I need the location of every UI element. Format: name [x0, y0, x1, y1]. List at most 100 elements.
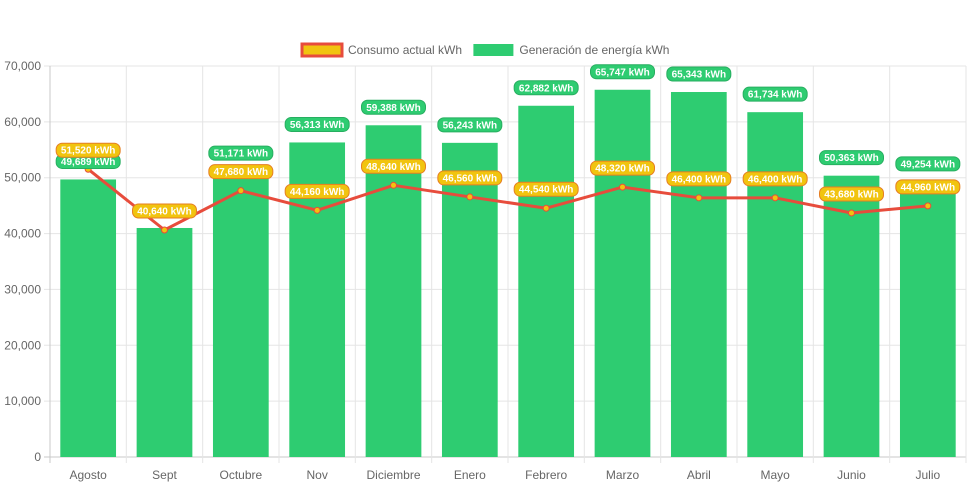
y-tick-label: 40,000 [4, 227, 41, 241]
bar-data-label: 62,882 kWh [513, 80, 579, 96]
line-point [848, 209, 855, 217]
line-point [390, 181, 397, 189]
bar-series [60, 89, 956, 458]
bar-data-label: 51,171 kWh [208, 145, 274, 161]
line-point [695, 194, 703, 202]
legend-item: Generación de energía kWh [473, 43, 669, 57]
bar-data-label: 56,243 kWh [437, 117, 503, 133]
y-tick-label: 10,000 [4, 394, 41, 408]
bar [747, 112, 804, 458]
bar [594, 89, 651, 457]
data-label-text: 46,400 kWh [672, 174, 726, 185]
x-tick-label: Agosto [69, 468, 107, 482]
data-label-text: 48,320 kWh [595, 164, 649, 175]
data-label-text: 44,540 kWh [519, 185, 573, 196]
data-label-box [742, 86, 808, 102]
legend-label: Generación de energía kWh [519, 43, 669, 57]
y-tick-label: 70,000 [4, 59, 41, 73]
data-label-box [361, 99, 426, 115]
data-label-box [819, 150, 884, 166]
data-label-box [590, 160, 655, 176]
data-label-text: 44,160 kWh [290, 187, 344, 198]
data-label-box [666, 171, 732, 187]
line-data-label: 47,680 kWh [208, 164, 274, 180]
consumption-line [87, 168, 928, 232]
bar-data-label: 56,313 kWh [284, 116, 350, 132]
line-point [619, 183, 626, 191]
legend-swatch-generation [473, 44, 514, 56]
data-label-box [437, 117, 503, 133]
data-label-text: 61,734 kWh [748, 90, 802, 101]
line-data-label: 44,960 kWh [895, 179, 961, 195]
data-label-text: 46,400 kWh [748, 174, 802, 185]
y-tick-label: 60,000 [4, 115, 41, 129]
data-label-box [819, 186, 884, 202]
data-label-box [666, 66, 732, 82]
data-label-text: 50,363 kWh [824, 153, 878, 164]
data-label-box [284, 183, 350, 199]
bar-data-label: 49,689 kWh [55, 153, 121, 169]
x-tick-label: Sept [152, 468, 177, 482]
legend: Consumo actual kWh Generación de energía … [300, 42, 669, 58]
x-tick-label: Junio [837, 468, 866, 482]
data-label-box [513, 181, 579, 197]
bar [136, 227, 193, 457]
y-tick-label: 20,000 [4, 338, 41, 352]
data-label-text: 51,171 kWh [214, 149, 268, 160]
line-data-label: 44,540 kWh [513, 181, 579, 197]
line-data-label: 40,640 kWh [132, 203, 197, 219]
x-tick-label: Marzo [606, 468, 640, 482]
data-label-text: 44,960 kWh [901, 182, 955, 193]
data-label-box [208, 164, 274, 180]
line-data-label: 48,640 kWh [361, 158, 426, 174]
data-label-text: 65,343 kWh [672, 70, 726, 81]
line-data-label: 46,560 kWh [437, 170, 503, 186]
data-label-box [590, 64, 655, 80]
line-data-label: 46,400 kWh [742, 171, 808, 187]
bar-data-label: 61,734 kWh [742, 86, 808, 102]
line-point [542, 204, 550, 212]
bar-data-labels: 49,689 kWh 51,171 kWh 56,313 kWh 59,388 kWh… [55, 64, 961, 172]
line-point [466, 193, 474, 201]
data-label-box [55, 142, 121, 158]
line-data-label: 46,400 kWh [666, 171, 732, 187]
x-tick-label: Mayo [760, 468, 790, 482]
x-tick-label: Julio [915, 468, 940, 482]
bar-data-label: 65,343 kWh [666, 66, 732, 82]
data-label-text: 51,520 kWh [61, 146, 115, 157]
data-label-text: 56,243 kWh [443, 120, 497, 131]
x-tick-label: Octubre [219, 468, 262, 482]
line-point [161, 226, 168, 234]
x-tick-label: Abril [687, 468, 711, 482]
data-label-text: 48,640 kWh [366, 162, 420, 173]
data-label-box [361, 158, 426, 174]
data-label-text: 49,689 kWh [61, 157, 115, 168]
legend-swatch-consumption [300, 42, 344, 58]
x-tick-label: Nov [306, 468, 327, 482]
data-label-box [208, 145, 274, 161]
data-label-text: 49,254 kWh [901, 159, 955, 170]
line-data-label: 43,680 kWh [819, 186, 884, 202]
grid [44, 65, 967, 463]
bar [365, 125, 422, 457]
line-series [84, 165, 932, 234]
line-data-label: 51,520 kWh [55, 142, 121, 158]
x-tick-label: Diciembre [366, 468, 420, 482]
data-label-box [895, 179, 961, 195]
line-data-label: 44,160 kWh [284, 183, 350, 199]
data-label-box [284, 116, 350, 132]
line-point [771, 194, 779, 202]
legend-label: Consumo actual kWh [348, 43, 462, 57]
bar [60, 179, 117, 457]
legend-item: Consumo actual kWh [300, 42, 462, 58]
data-label-box [513, 80, 579, 96]
bar [518, 105, 575, 457]
data-label-box [742, 171, 808, 187]
data-label-box [437, 170, 503, 186]
x-tick-label: Febrero [525, 468, 567, 482]
bar-data-label: 50,363 kWh [819, 150, 884, 166]
bar [823, 175, 880, 457]
bar [899, 181, 956, 457]
